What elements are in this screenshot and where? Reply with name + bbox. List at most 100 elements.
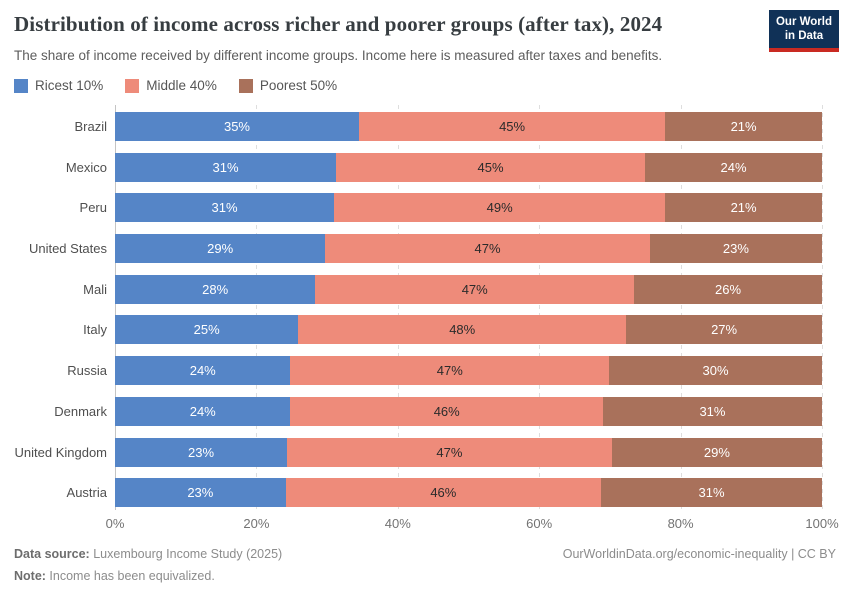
bar-value-label: 49% [486, 200, 513, 216]
bar-row: 28% 47% 26% [115, 274, 822, 304]
legend-swatch-icon [238, 78, 253, 93]
legend-item[interactable]: Middle 40% [125, 78, 217, 93]
bar-value-label: 25% [193, 322, 220, 338]
bar-value-label: 45% [499, 119, 526, 134]
x-tick-label: 80% [667, 516, 694, 531]
note-text: Income has been equivalized. [45, 569, 215, 583]
x-axis: 0% 20% 40% 60% 80% 100% [106, 516, 839, 534]
bar-value-label: 31% [212, 159, 239, 175]
bar-segment[interactable]: 23% [649, 234, 822, 264]
legend-item[interactable]: Ricest 10% [14, 78, 103, 93]
bar-value-label: 23% [722, 241, 749, 257]
bar-segment[interactable]: 29% [611, 437, 822, 467]
bar-segment[interactable]: 30% [609, 356, 822, 386]
category-label: Mali [83, 281, 107, 297]
x-tick-label: 40% [384, 516, 411, 531]
category-label: United States [28, 241, 107, 257]
bar-segment[interactable]: 45% [358, 112, 666, 141]
bar-row: 24% 47% 30% [115, 356, 822, 386]
bar-row: 25% 48% 27% [115, 315, 823, 345]
bar-segment[interactable]: 24% [645, 152, 823, 182]
bar-value-label: 46% [433, 403, 460, 419]
bar-segment[interactable]: 47% [287, 437, 612, 467]
source-text: Luxembourg Income Study (2025) [89, 547, 283, 561]
bar-segment[interactable]: 31% [115, 152, 336, 182]
bar-segment[interactable]: 23% [115, 478, 286, 508]
bar-value-label: 35% [223, 119, 250, 134]
bar-value-label: 24% [189, 363, 216, 379]
category-label: Denmark [54, 403, 107, 419]
bar-value-label: 47% [436, 363, 463, 379]
bar-value-label: 21% [730, 200, 757, 216]
x-tick-label: 20% [243, 516, 270, 531]
bar-value-label: 23% [187, 485, 214, 501]
bar-rows: 35% 45% 21% 31% 45% 24% 31% 49% 21% 29% 47% 23% 28% 4… [115, 105, 823, 510]
category-label: Austria [66, 485, 107, 501]
bar-segment[interactable]: 28% [115, 274, 316, 304]
gridline [256, 105, 258, 510]
category-label: Italy [83, 322, 107, 338]
bar-value-label: 31% [699, 403, 726, 419]
bar-value-label: 26% [715, 281, 742, 297]
gridline [539, 105, 541, 510]
bar-value-label: 24% [720, 159, 747, 175]
legend-swatch-icon [125, 78, 140, 93]
bar-segment[interactable]: 21% [665, 193, 822, 223]
category-label: Peru [79, 200, 107, 216]
legend-item[interactable]: Poorest 50% [238, 78, 338, 93]
bar-row: 31% 45% 24% [115, 152, 823, 182]
bar-value-label: 28% [202, 281, 229, 297]
bar-segment[interactable]: 29% [115, 234, 326, 264]
gridline [397, 105, 399, 510]
note-label: Note: [14, 569, 46, 583]
bar-segment[interactable]: 31% [602, 396, 822, 426]
bar-segment[interactable]: 47% [315, 274, 635, 304]
bar-value-label: 23% [188, 444, 215, 460]
bar-segment[interactable]: 49% [334, 193, 666, 223]
bar-row: 29% 47% 23% [115, 234, 822, 264]
bar-value-label: 46% [430, 485, 457, 501]
bar-value-label: 24% [189, 403, 216, 419]
bar-segment[interactable]: 35% [115, 112, 359, 141]
x-tick-label: 60% [526, 516, 553, 531]
bar-value-label: 29% [207, 241, 234, 257]
bar-segment[interactable]: 21% [665, 112, 822, 141]
legend-label: Poorest 50% [259, 78, 338, 93]
owid-logo-line1: Our World [775, 16, 832, 28]
bar-segment[interactable]: 24% [115, 396, 291, 426]
bar-segment[interactable]: 46% [285, 478, 602, 508]
bar-segment[interactable]: 31% [601, 478, 823, 508]
category-label: Mexico [65, 159, 107, 175]
bar-segment[interactable]: 47% [325, 234, 650, 264]
bar-row: 35% 45% 21% [115, 112, 822, 141]
bar-value-label: 48% [449, 322, 476, 338]
bar-segment[interactable]: 27% [626, 315, 823, 345]
bar-value-label: 21% [730, 119, 757, 134]
bar-segment[interactable]: 47% [290, 356, 610, 386]
bar-segment[interactable]: 46% [290, 396, 603, 426]
chart-subtitle: The share of income received by differen… [14, 48, 663, 63]
bar-segment[interactable]: 25% [115, 315, 299, 345]
category-label: Russia [67, 363, 107, 379]
chart-title: Distribution of income across richer and… [14, 12, 663, 36]
plot-area: 35% 45% 21% 31% 45% 24% 31% 49% 21% 29% 47% 23% 28% 4… [115, 105, 823, 510]
bar-segment[interactable]: 24% [115, 356, 291, 386]
bar-segment[interactable]: 23% [115, 437, 288, 467]
footer-attribution[interactable]: OurWorldinData.org/economic-inequality |… [562, 547, 836, 561]
bar-row: 31% 49% 21% [115, 193, 822, 223]
bar-segment[interactable]: 31% [115, 193, 335, 223]
source-label: Data source: [14, 547, 90, 561]
footer-note: Note: Income has been equivalized. [14, 569, 215, 583]
bar-value-label: 45% [477, 159, 504, 175]
bar-segment[interactable]: 45% [336, 152, 646, 182]
bar-segment[interactable]: 48% [298, 315, 627, 345]
owid-logo[interactable]: Our World in Data [768, 10, 839, 52]
bar-value-label: 31% [211, 200, 238, 216]
bar-row: 23% 46% 31% [115, 478, 823, 508]
bar-segment[interactable]: 26% [634, 274, 822, 304]
legend-label: Ricest 10% [35, 78, 104, 93]
footer-source: Data source: Luxembourg Income Study (20… [14, 547, 282, 561]
bar-value-label: 29% [703, 444, 730, 460]
category-label: United Kingdom [14, 444, 108, 460]
